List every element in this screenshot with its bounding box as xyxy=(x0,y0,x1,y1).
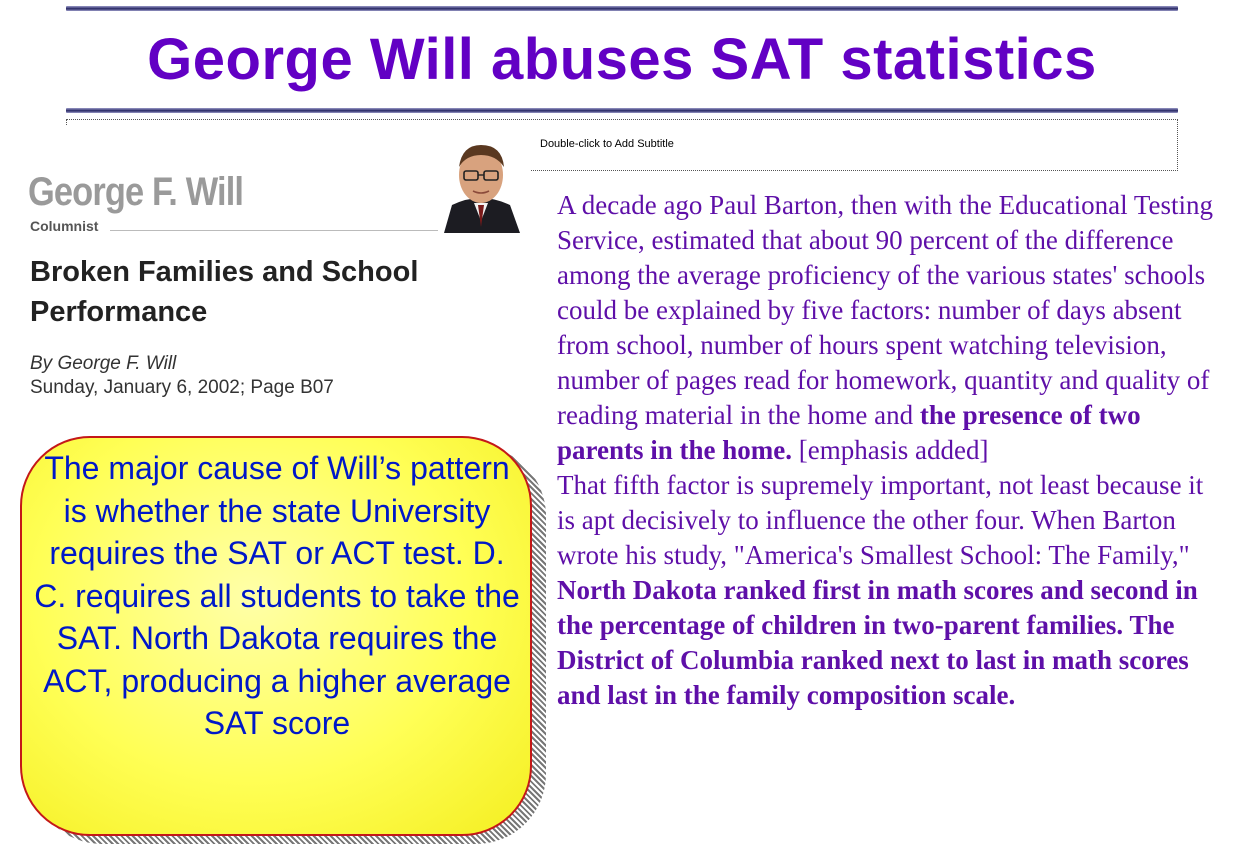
subtitle-placeholder-text[interactable]: Double-click to Add Subtitle xyxy=(540,138,674,150)
quoted-passage[interactable]: A decade ago Paul Barton, then with the … xyxy=(557,188,1227,713)
quote-p1-note: [emphasis added] xyxy=(792,435,989,465)
masthead-divider xyxy=(110,230,520,231)
byline-author: By George F. Will xyxy=(30,353,177,374)
quote-paragraph-1: A decade ago Paul Barton, then with the … xyxy=(557,188,1227,468)
columnist-masthead-name: George F. Will xyxy=(28,170,244,214)
quote-p2-text: That fifth factor is supremely important… xyxy=(557,470,1204,570)
quote-paragraph-2: That fifth factor is supremely important… xyxy=(557,468,1227,713)
columnist-label: Columnist xyxy=(30,218,99,234)
article-headline: Broken Families and School Performance xyxy=(30,256,419,328)
slide-title[interactable]: George Will abuses SAT statistics xyxy=(147,27,1097,92)
callout-text[interactable]: The major cause of Will’s pattern is whe… xyxy=(34,450,520,741)
quote-p2-emphasis: North Dakota ranked first in math scores… xyxy=(557,575,1198,710)
title-top-rule xyxy=(66,6,1178,11)
article-byline: By George F. Will Sunday, January 6, 200… xyxy=(30,352,334,400)
quote-p1-text: A decade ago Paul Barton, then with the … xyxy=(557,190,1213,430)
callout-bubble[interactable] xyxy=(20,436,532,836)
quote-p1-emphasis: the presence of two parents in the home. xyxy=(557,400,1141,465)
byline-dateline: Sunday, January 6, 2002; Page B07 xyxy=(30,377,334,398)
title-bottom-rule xyxy=(66,108,1178,113)
columnist-photo xyxy=(438,135,524,233)
